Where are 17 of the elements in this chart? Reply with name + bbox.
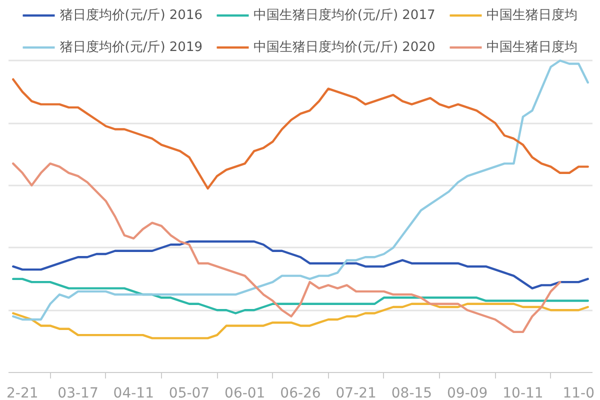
x-tick-label: 05-07 xyxy=(168,386,210,400)
legend-label: 中国生猪日度均价(元/斤) 2017 xyxy=(254,7,436,24)
legend-label: 猪日度均价(元/斤) 2019 xyxy=(60,39,202,56)
legend-label: 猪日度均价(元/斤) 2016 xyxy=(60,7,202,24)
legend-label: 中国生猪日度均 xyxy=(486,7,578,24)
legend-label: 中国生猪日度均价(元/斤) 2020 xyxy=(254,39,436,56)
x-tick-label: 04-11 xyxy=(113,386,154,400)
x-tick-label: 11-0 xyxy=(562,386,594,400)
x-tick-label: 07-21 xyxy=(336,386,376,400)
x-tick-label: 10-11 xyxy=(502,386,544,400)
legend-label: 中国生猪日度均 xyxy=(486,39,578,56)
x-tick-label: 2-21 xyxy=(6,386,38,400)
x-tick-label: 06-01 xyxy=(224,386,266,400)
x-tick-label: 03-17 xyxy=(58,386,98,400)
x-tick-label: 08-15 xyxy=(391,386,432,400)
x-tick-label: 06-26 xyxy=(280,386,321,400)
x-tick-label: 09-09 xyxy=(447,386,488,400)
